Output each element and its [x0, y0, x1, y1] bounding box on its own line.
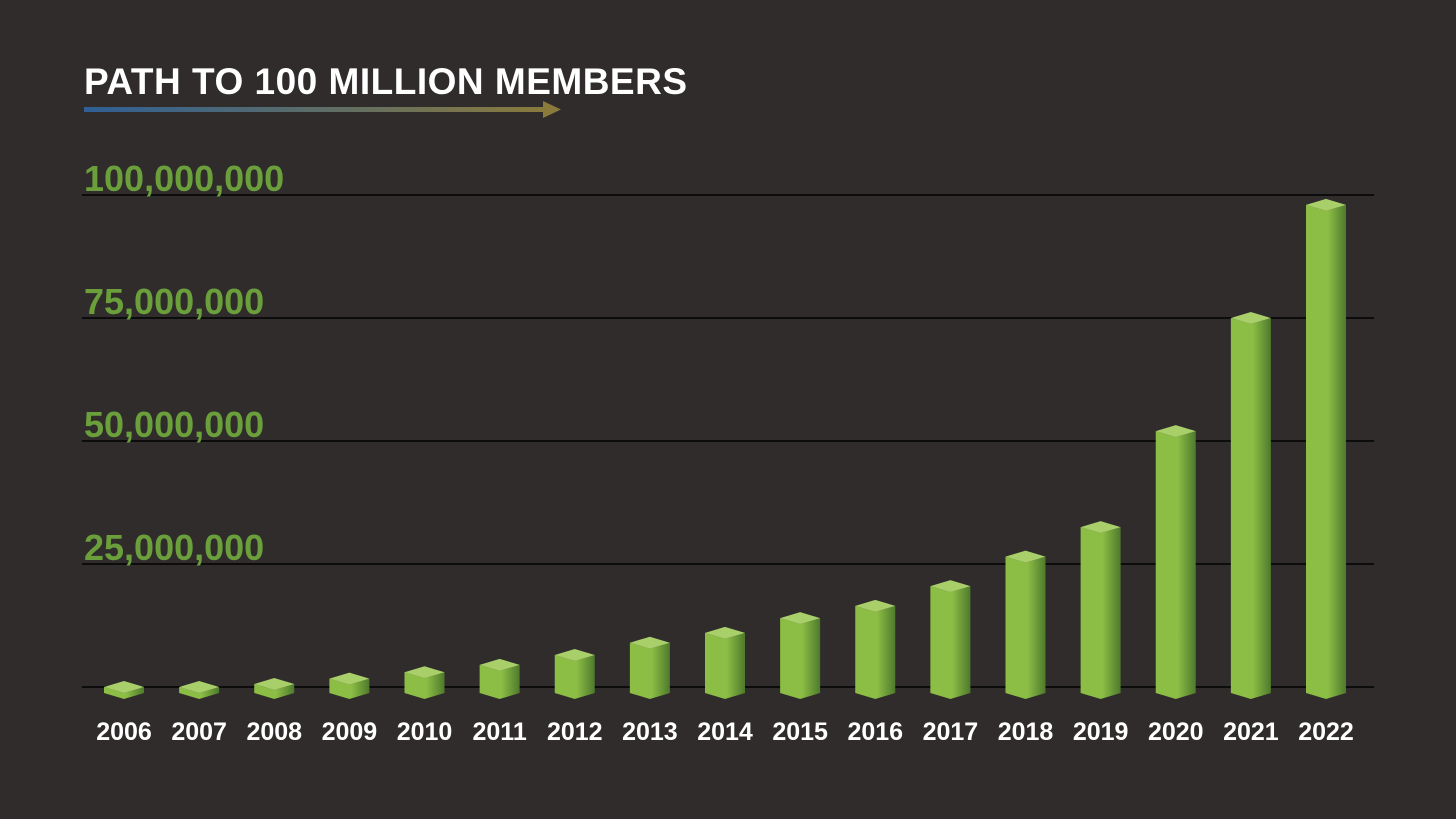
x-tick-label: 2021 [1223, 718, 1279, 746]
bar-2019 [1080, 521, 1121, 699]
x-tick-label: 2016 [847, 718, 903, 746]
bar-cap [629, 636, 670, 649]
bar-body [780, 618, 821, 699]
bar-cap [254, 678, 295, 691]
bar-body [479, 664, 520, 699]
x-tick-label: 2007 [171, 718, 227, 746]
bar-cap [554, 649, 595, 662]
x-tick-label: 2006 [96, 718, 152, 746]
bar-2022 [1306, 198, 1346, 699]
bars [104, 198, 1346, 699]
bar-2007 [179, 681, 220, 699]
bar-cap [479, 658, 520, 671]
bar-body [554, 655, 595, 699]
bar-cap [1230, 312, 1271, 324]
bar-cap [329, 672, 370, 685]
title-underline-arrow [84, 101, 561, 118]
bar-body [329, 678, 370, 699]
chart-title: PATH TO 100 MILLION MEMBERS [84, 61, 688, 102]
x-tick-label: 2009 [322, 718, 378, 746]
x-tick-label: 2015 [772, 718, 828, 746]
y-tick-label: 75,000,000 [84, 281, 264, 322]
bar-2011 [479, 658, 520, 699]
bar-body [855, 605, 896, 699]
bar-body [705, 632, 745, 699]
bar-cap [1005, 550, 1046, 563]
bar-2018 [1005, 550, 1046, 699]
bar-body [1005, 556, 1046, 699]
bar-body [1306, 204, 1346, 699]
bar-cap [930, 580, 971, 593]
bar-body [629, 642, 670, 699]
x-axis-labels: 2006 2007 2008 2009 2010 2011 2012 2013 2014 2015… [96, 718, 1354, 746]
bar-2009 [329, 672, 370, 699]
bar-cap [1080, 521, 1121, 534]
bar-cap [1306, 198, 1346, 211]
bar-2006 [104, 681, 144, 699]
bar-cap [104, 681, 144, 693]
x-tick-label: 2019 [1073, 718, 1129, 746]
bar-body [1080, 527, 1121, 699]
bar-body [930, 586, 971, 699]
y-tick-label: 50,000,000 [84, 404, 264, 445]
x-tick-label: 2020 [1148, 718, 1204, 746]
bar-cap [179, 681, 220, 693]
bar-2021 [1230, 312, 1271, 699]
bar-body [1230, 318, 1271, 699]
bar-2010 [404, 666, 445, 699]
bar-2016 [855, 599, 896, 699]
y-tick-label: 100,000,000 [84, 158, 284, 199]
x-tick-label: 2022 [1298, 718, 1354, 746]
x-tick-label: 2013 [622, 718, 678, 746]
bar-body [404, 672, 445, 699]
y-tick-label: 25,000,000 [84, 527, 264, 568]
bar-cap [780, 612, 821, 625]
x-tick-label: 2012 [547, 718, 603, 746]
y-axis-labels: 25,000,000 50,000,000 75,000,000 100,000,00… [84, 158, 284, 568]
bar-2012 [554, 649, 595, 699]
x-tick-label: 2014 [697, 718, 753, 746]
bar-cap [404, 666, 445, 679]
bar-cap [705, 626, 745, 639]
bar-2014 [705, 626, 745, 699]
bar-2013 [629, 636, 670, 699]
bar-cap [855, 599, 896, 612]
x-tick-label: 2010 [397, 718, 453, 746]
bar-2017 [930, 580, 971, 699]
x-tick-label: 2017 [923, 718, 979, 746]
x-tick-label: 2018 [998, 718, 1054, 746]
x-tick-label: 2011 [473, 718, 527, 746]
bar-2020 [1155, 425, 1196, 699]
bar-2015 [780, 612, 821, 699]
bar-body [1155, 431, 1196, 699]
bar-body [254, 684, 295, 699]
x-tick-label: 2008 [246, 718, 302, 746]
bar-2008 [254, 678, 295, 699]
bar-cap [1155, 425, 1196, 438]
